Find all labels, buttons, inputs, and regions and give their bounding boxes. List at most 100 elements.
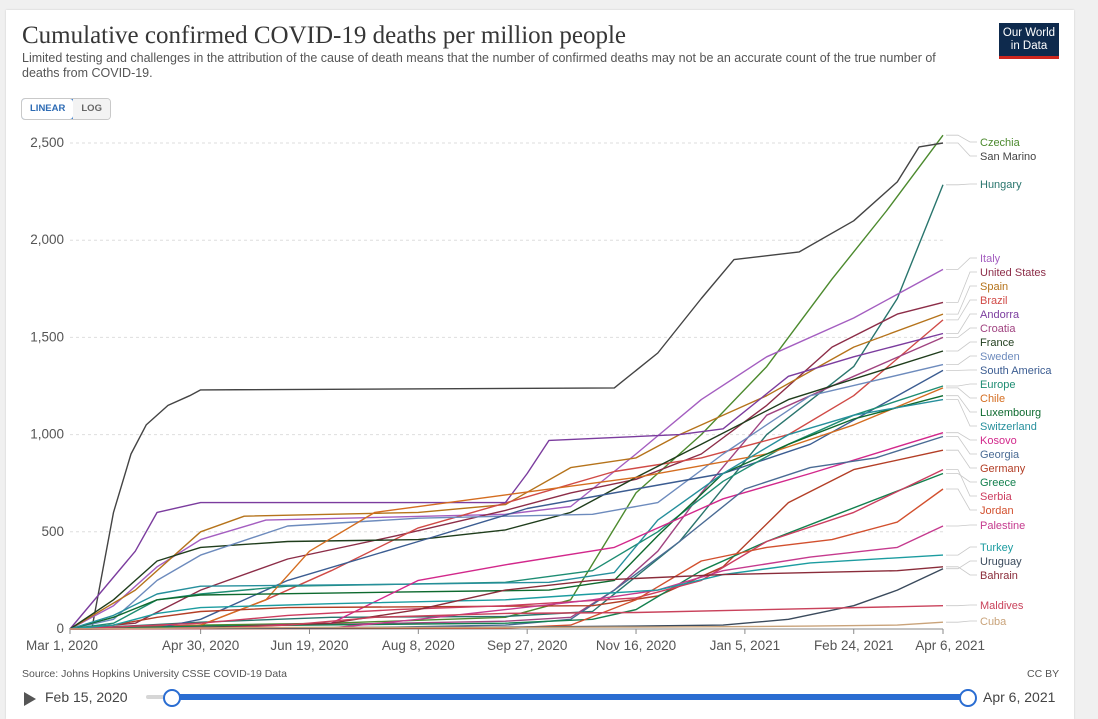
- series-line-palestine[interactable]: [69, 525, 944, 630]
- data-source[interactable]: Source: Johns Hopkins University CSSE CO…: [22, 668, 287, 680]
- label-leader-line: [946, 488, 977, 511]
- series-label-italy[interactable]: Italy: [980, 253, 1001, 265]
- series-label-spain[interactable]: Spain: [980, 281, 1008, 293]
- series-line-europe[interactable]: [69, 385, 944, 630]
- x-tick-label: Apr 30, 2020: [162, 638, 239, 653]
- license-label[interactable]: CC BY: [1027, 668, 1060, 680]
- series-label-andorra[interactable]: Andorra: [980, 309, 1020, 321]
- series-line-sweden[interactable]: [69, 363, 944, 630]
- series-line-cuba[interactable]: [69, 621, 944, 630]
- series-label-europe[interactable]: Europe: [980, 379, 1015, 391]
- label-leader-line: [946, 271, 977, 303]
- series-label-bahrain[interactable]: Bahrain: [980, 570, 1018, 582]
- series-line-hungary[interactable]: [69, 184, 944, 630]
- series-line-uruguay[interactable]: [69, 568, 944, 630]
- line-chart[interactable]: 0 500 1,000 1,500 2,000 2,500 Mar 1, 2020 Apr 3…: [6, 10, 1074, 660]
- x-tick-label: Aug 8, 2020: [382, 638, 455, 653]
- series-label-brazil[interactable]: Brazil: [980, 295, 1008, 307]
- series-label-uruguay[interactable]: Uruguay: [980, 556, 1022, 568]
- y-tick-label: 1,000: [30, 427, 64, 442]
- series-label-jordan[interactable]: Jordan: [980, 505, 1014, 517]
- series-label-czechia[interactable]: Czechia: [980, 137, 1021, 149]
- series-line-croatia[interactable]: [69, 336, 944, 630]
- timeline-end-handle[interactable]: [959, 689, 977, 707]
- series-line-georgia[interactable]: [69, 435, 944, 630]
- series-line-andorra[interactable]: [69, 332, 944, 630]
- series-label-cuba[interactable]: Cuba: [980, 616, 1007, 628]
- y-tick-label: 1,500: [30, 329, 64, 344]
- owid-logo[interactable]: Our World in Data: [999, 23, 1059, 59]
- series-line-switzerland[interactable]: [69, 398, 944, 630]
- series-line-san-marino[interactable]: [70, 142, 944, 630]
- series-line-greece[interactable]: [69, 472, 944, 630]
- x-tick-label: Sep 27, 2020: [487, 638, 567, 653]
- label-leader-line: [946, 142, 977, 157]
- label-leader-line: [946, 313, 977, 334]
- label-leader-line: [946, 432, 977, 441]
- series-line-chile[interactable]: [69, 387, 944, 630]
- label-leader-line: [946, 604, 977, 607]
- series-line-germany[interactable]: [69, 449, 944, 630]
- series-label-palestine[interactable]: Palestine: [980, 520, 1025, 532]
- series-label-chile[interactable]: Chile: [980, 393, 1005, 405]
- series-line-luxembourg[interactable]: [69, 395, 944, 630]
- series-label-kosovo[interactable]: Kosovo: [980, 435, 1017, 447]
- label-leader-line: [946, 449, 977, 469]
- timeline-start-label: Feb 15, 2020: [45, 689, 128, 705]
- series-line-italy[interactable]: [69, 268, 944, 630]
- label-leader-line: [946, 387, 977, 399]
- label-leader-line: [946, 399, 977, 427]
- label-leader-line: [946, 546, 977, 556]
- series-label-luxembourg[interactable]: Luxembourg: [980, 407, 1041, 419]
- series-label-germany[interactable]: Germany: [980, 463, 1026, 475]
- timeline-end-label: Apr 6, 2021: [983, 689, 1056, 705]
- label-leader-line: [946, 383, 977, 387]
- timeline-selected-range[interactable]: [172, 694, 968, 700]
- timeline: Feb 15, 2020 Apr 6, 2021: [6, 686, 1074, 712]
- timeline-start-handle[interactable]: [163, 689, 181, 707]
- series-label-maldives[interactable]: Maldives: [980, 600, 1024, 612]
- series-label-south-america[interactable]: South America: [980, 365, 1052, 377]
- x-tick-label: Apr 6, 2021: [915, 638, 985, 653]
- y-tick-label: 2,000: [30, 232, 64, 247]
- series-line-united-states[interactable]: [69, 301, 944, 630]
- label-leader-line: [946, 355, 977, 366]
- series-label-san-marino[interactable]: San Marino: [980, 151, 1036, 163]
- label-leader-line: [946, 473, 977, 483]
- chart-card: Cumulative confirmed COVID-19 deaths per…: [6, 10, 1074, 719]
- label-leader-line: [946, 620, 977, 623]
- series-line-serbia[interactable]: [69, 468, 944, 630]
- log-scale-button[interactable]: LOG: [73, 99, 110, 119]
- logo-line1: Our World: [1002, 27, 1056, 39]
- scale-toggle: LINEAR LOG: [21, 98, 111, 120]
- y-tick-label: 2,500: [30, 135, 64, 150]
- label-leader-line: [946, 524, 977, 527]
- series-line-france[interactable]: [69, 350, 944, 630]
- series-label-serbia[interactable]: Serbia: [980, 491, 1013, 503]
- series-label-switzerland[interactable]: Switzerland: [980, 421, 1037, 433]
- series-label-united-states[interactable]: United States: [980, 267, 1047, 279]
- series-label-croatia[interactable]: Croatia: [980, 323, 1016, 335]
- series-label-greece[interactable]: Greece: [980, 477, 1016, 489]
- label-leader-line: [946, 285, 977, 315]
- series-label-france[interactable]: France: [980, 337, 1014, 349]
- series-label-georgia[interactable]: Georgia: [980, 449, 1020, 461]
- x-tick-label: Jun 19, 2020: [270, 638, 348, 653]
- label-leader-line: [946, 183, 977, 186]
- play-icon[interactable]: [24, 692, 36, 706]
- series-label-sweden[interactable]: Sweden: [980, 351, 1020, 363]
- label-leader-line: [946, 395, 977, 413]
- series-line-spain[interactable]: [69, 313, 944, 630]
- y-tick-label: 0: [56, 621, 64, 636]
- y-tick-label: 500: [41, 524, 64, 539]
- x-tick-label: Feb 24, 2021: [814, 638, 894, 653]
- label-leader-line: [946, 257, 977, 270]
- x-tick-label: Nov 16, 2020: [596, 638, 676, 653]
- series-label-hungary[interactable]: Hungary: [980, 179, 1022, 191]
- series-label-turkey[interactable]: Turkey: [980, 542, 1014, 554]
- chart-title: Cumulative confirmed COVID-19 deaths per…: [22, 22, 627, 49]
- label-leader-line: [946, 436, 977, 455]
- label-leader-line: [946, 341, 977, 352]
- series-line-turkey[interactable]: [69, 554, 944, 630]
- chart-subtitle: Limited testing and challenges in the at…: [22, 51, 936, 80]
